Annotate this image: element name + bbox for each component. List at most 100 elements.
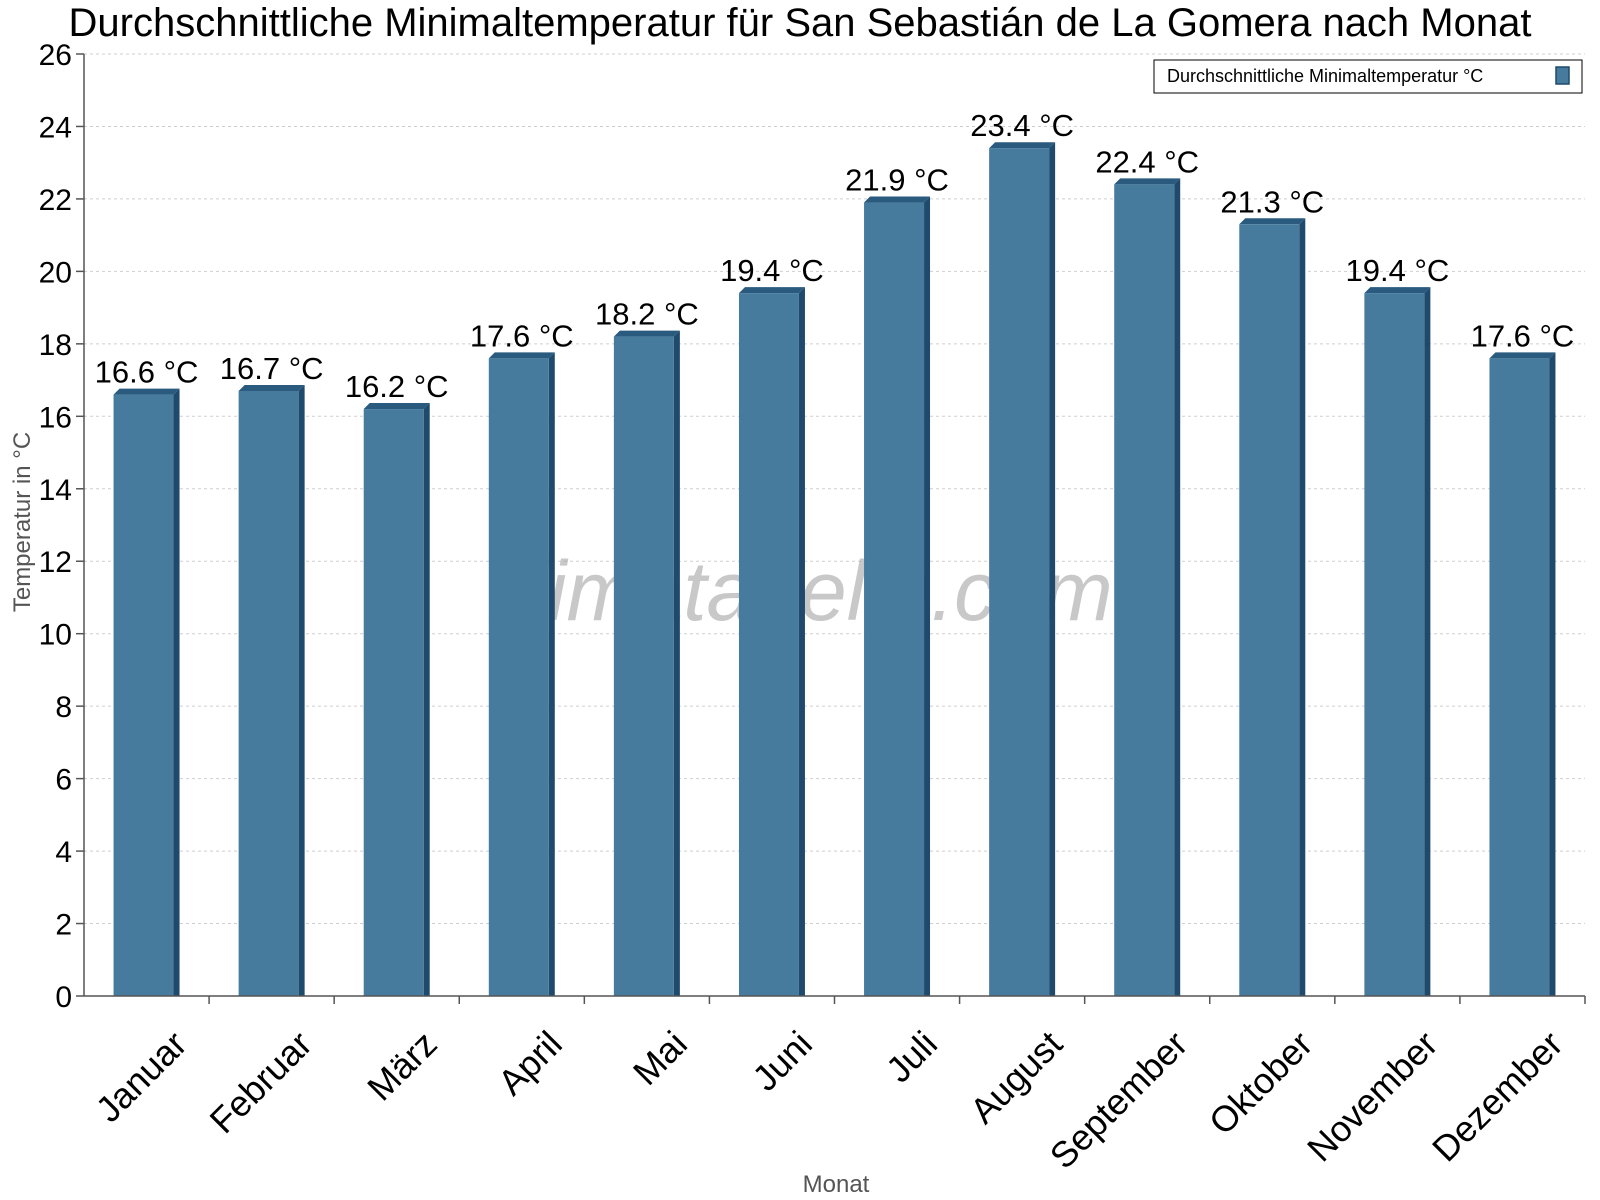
- x-tick-label: Dezember: [1424, 1023, 1570, 1169]
- data-label: 21.3 °C: [1220, 184, 1324, 219]
- bar-top: [1114, 178, 1181, 185]
- bar-front: [1364, 293, 1425, 997]
- x-axis-title: Monat: [803, 1171, 870, 1198]
- x-tick-label: Juni: [744, 1023, 820, 1099]
- bar: [488, 352, 555, 996]
- grid-lines: [84, 53, 1585, 925]
- bars: [113, 142, 1556, 997]
- bar: [1364, 287, 1431, 997]
- bar-top: [989, 142, 1056, 149]
- bar-top: [613, 330, 680, 337]
- y-tick-label: 26: [39, 39, 72, 72]
- bar-side: [1299, 218, 1306, 997]
- data-label: 17.6 °C: [470, 318, 574, 353]
- y-tick-label: 20: [39, 256, 72, 289]
- x-tick-label: Januar: [88, 1023, 195, 1130]
- x-tick-label: November: [1299, 1023, 1445, 1169]
- y-tick-label: 0: [55, 981, 72, 1014]
- data-label: 17.6 °C: [1471, 318, 1575, 353]
- legend-box: [1153, 59, 1583, 94]
- y-tick-label: 24: [39, 111, 72, 144]
- data-label: 22.4 °C: [1095, 144, 1199, 179]
- y-tick-label: 12: [39, 546, 72, 579]
- bar-top: [1489, 352, 1556, 359]
- bar-top: [1239, 218, 1306, 225]
- bar-side: [298, 384, 305, 996]
- y-tick-label: 22: [39, 184, 72, 217]
- y-tick-label: 14: [39, 474, 72, 507]
- bar-side: [1049, 142, 1056, 996]
- legend: Durchschnittliche Minimaltemperatur °C: [1153, 59, 1583, 94]
- y-tick-label: 18: [39, 329, 72, 362]
- bar-front: [113, 394, 174, 997]
- bar: [363, 403, 430, 996]
- x-tick-label: Februar: [202, 1023, 320, 1141]
- bar: [989, 142, 1056, 996]
- x-tick-labels: Januar Februar März April Mai Juni Juli AugustS…: [88, 1023, 1571, 1177]
- bar-side: [798, 287, 805, 997]
- bar: [1239, 218, 1306, 997]
- y-tick-label: 6: [55, 764, 72, 797]
- bar-side: [1174, 178, 1181, 996]
- x-tick-label: August: [962, 1023, 1070, 1131]
- data-label: 23.4 °C: [970, 108, 1074, 143]
- y-tick-label: 8: [55, 691, 72, 724]
- bar-front: [1239, 224, 1300, 997]
- bar-front: [864, 202, 925, 997]
- bar: [1489, 352, 1556, 996]
- bar-front: [738, 293, 799, 997]
- legend-swatch: [1555, 66, 1570, 85]
- x-tick-label: April: [490, 1023, 570, 1103]
- x-tick-label: Oktober: [1201, 1023, 1321, 1143]
- data-label: 16.2 °C: [345, 369, 449, 404]
- bar-front: [488, 358, 549, 996]
- bar-top: [1364, 287, 1431, 294]
- y-tick-label: 4: [55, 836, 72, 869]
- y-axis-title: Temperatur in °C: [9, 432, 36, 612]
- data-label: 18.2 °C: [595, 297, 699, 332]
- data-label: 19.4 °C: [720, 253, 824, 288]
- bar: [613, 330, 680, 997]
- bar-top: [488, 352, 555, 359]
- bar-top: [363, 403, 430, 410]
- bar-top: [864, 196, 931, 203]
- bar-side: [1424, 287, 1431, 997]
- bar-front: [238, 390, 299, 996]
- y-tick-label: 16: [39, 401, 72, 434]
- bar-front: [613, 336, 674, 997]
- data-label: 16.7 °C: [220, 351, 324, 386]
- bar-side: [548, 352, 555, 996]
- bar-front: [1114, 184, 1175, 996]
- bar: [113, 388, 180, 997]
- axes: [76, 53, 1586, 1004]
- chart-title: Durchschnittliche Minimaltemperatur für …: [69, 1, 1532, 45]
- bar-top: [738, 287, 805, 294]
- data-label: 16.6 °C: [95, 355, 199, 390]
- legend-label: Durchschnittliche Minimaltemperatur °C: [1167, 66, 1483, 86]
- bar: [738, 287, 805, 997]
- bar-side: [423, 403, 430, 996]
- x-tick-label: Mai: [625, 1023, 695, 1093]
- bar-front: [363, 409, 424, 996]
- bar: [238, 384, 305, 996]
- data-label: 21.9 °C: [845, 163, 949, 198]
- x-tick-label: Juli: [878, 1023, 945, 1090]
- bar-top: [113, 388, 180, 395]
- bar: [1114, 178, 1181, 996]
- y-tick-label: 2: [55, 909, 72, 942]
- bar-side: [673, 330, 680, 997]
- bar-front: [1489, 358, 1550, 996]
- data-labels: 16.6 °C 16.7 °C 16.2 °C 17.6 °C 18.2 °C 19.4 …: [95, 108, 1575, 404]
- bar: [864, 196, 931, 997]
- x-tick-label: September: [1042, 1023, 1196, 1177]
- bar-front: [989, 148, 1050, 996]
- data-label: 19.4 °C: [1346, 253, 1450, 288]
- bar-top: [238, 384, 305, 391]
- bar-side: [1549, 352, 1556, 996]
- x-tick-label: März: [359, 1023, 445, 1109]
- bar-side: [924, 196, 931, 997]
- y-tick-label: 10: [39, 619, 72, 652]
